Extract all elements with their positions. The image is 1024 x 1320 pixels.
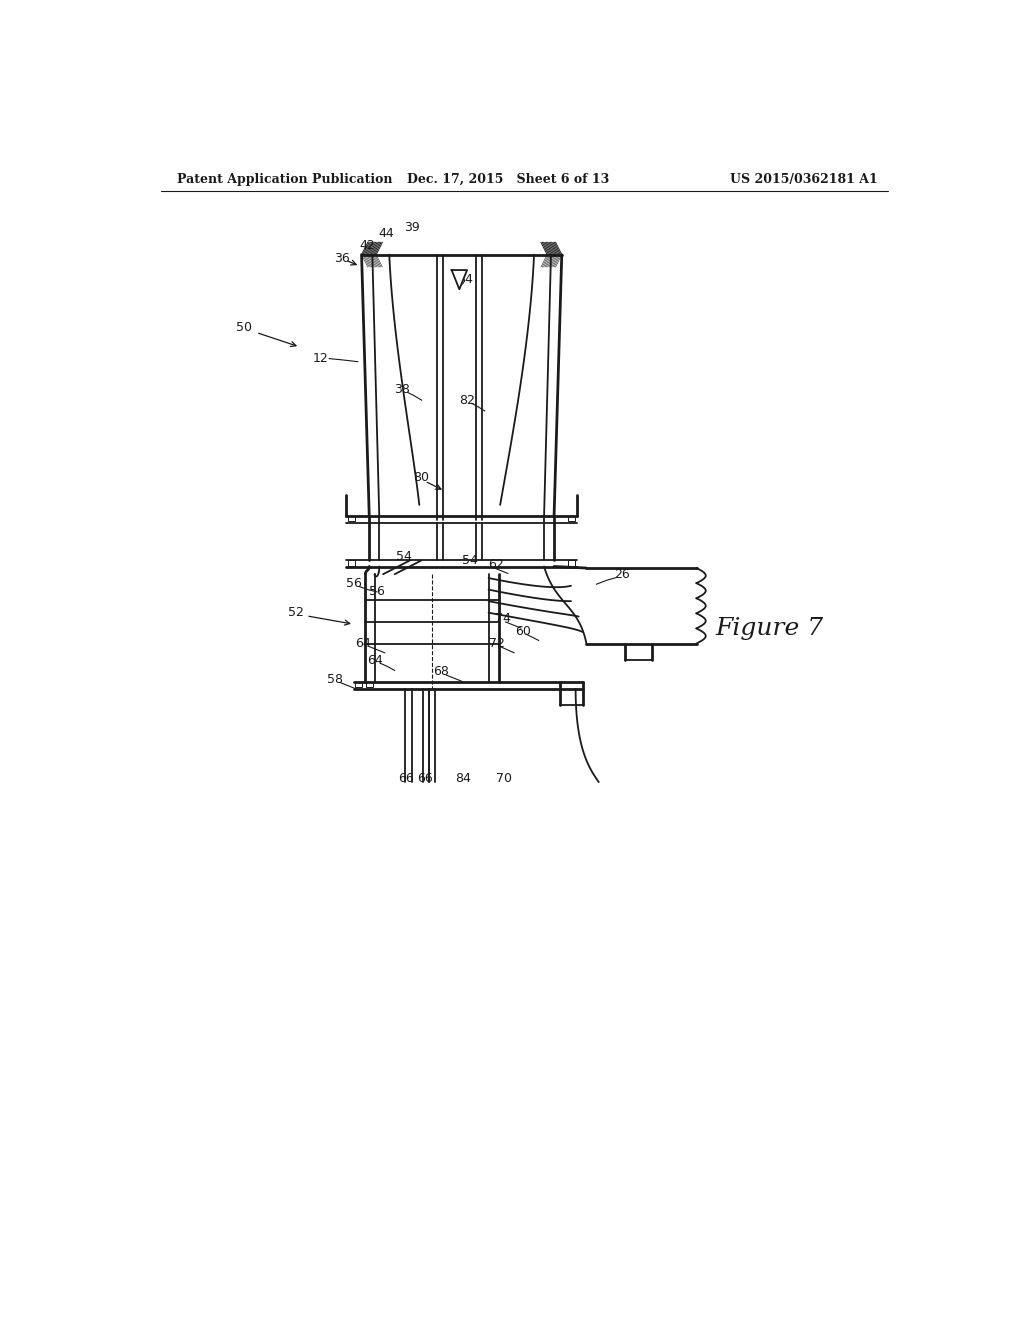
Text: 62: 62: [488, 557, 504, 570]
Bar: [355, 682, 362, 688]
Text: Figure 7: Figure 7: [716, 616, 824, 640]
Text: 58: 58: [327, 673, 343, 686]
Text: 84: 84: [458, 273, 473, 286]
Text: 66: 66: [417, 772, 432, 785]
Text: 12: 12: [313, 352, 329, 366]
Bar: [348, 516, 355, 521]
Text: 66: 66: [398, 772, 414, 785]
Text: 44: 44: [378, 227, 394, 240]
Text: Patent Application Publication: Patent Application Publication: [177, 173, 392, 186]
Text: 38: 38: [393, 383, 410, 396]
Bar: [367, 682, 373, 688]
Text: 39: 39: [403, 222, 420, 234]
Text: Dec. 17, 2015   Sheet 6 of 13: Dec. 17, 2015 Sheet 6 of 13: [407, 173, 609, 186]
Text: 64: 64: [368, 653, 383, 667]
Text: 56: 56: [346, 577, 361, 590]
Text: 54: 54: [396, 550, 412, 564]
Text: 68: 68: [433, 665, 449, 678]
Polygon shape: [452, 271, 467, 289]
Text: 36: 36: [335, 252, 350, 265]
Text: 72: 72: [489, 638, 505, 649]
Text: 80: 80: [414, 471, 430, 484]
Text: 26: 26: [614, 568, 630, 581]
Text: 54: 54: [462, 554, 478, 566]
Text: 50: 50: [236, 321, 252, 334]
Text: 70: 70: [496, 772, 512, 785]
Text: 64: 64: [355, 638, 371, 649]
Text: 52: 52: [288, 606, 304, 619]
Bar: [568, 516, 574, 521]
Text: 84: 84: [456, 772, 471, 785]
Text: 74: 74: [495, 612, 510, 626]
Text: 56: 56: [369, 585, 385, 598]
Text: 42: 42: [359, 239, 376, 252]
Bar: [568, 560, 574, 566]
Text: 82: 82: [459, 393, 475, 407]
Text: 60: 60: [515, 624, 531, 638]
Text: US 2015/0362181 A1: US 2015/0362181 A1: [730, 173, 878, 186]
Bar: [348, 560, 355, 566]
